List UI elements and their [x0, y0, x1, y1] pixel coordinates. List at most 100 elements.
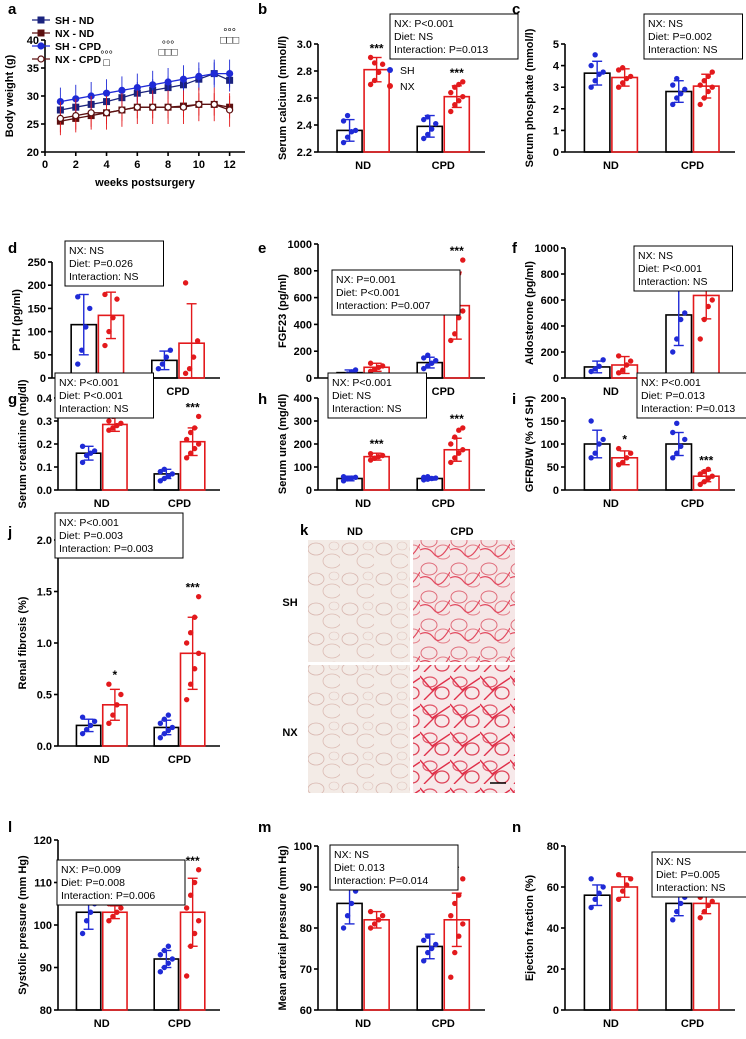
f-stats-box: [633, 245, 733, 292]
panel-h: h 0 100 200 300 400 Serum urea (mg/dl) ND *** CPD…: [258, 372, 485, 510]
l-stats-line: Diet: P=0.008: [61, 877, 125, 889]
n-stats-line: Diet: P=0.005: [656, 869, 720, 881]
d-point-sh: [167, 347, 174, 353]
d-stats-line: Diet: P=0.026: [69, 258, 133, 270]
a-point: [195, 100, 203, 109]
i-point-nx: [627, 450, 634, 456]
a-point: [149, 81, 157, 89]
j-ytick-label: 1.0: [37, 638, 52, 650]
f-point-nx: [697, 336, 703, 342]
h-point-nx: [448, 459, 454, 466]
l-point-nx: [191, 879, 198, 886]
m-point-sh: [433, 941, 439, 948]
f-point-nx: [619, 367, 626, 373]
i-point-nx: [705, 466, 711, 472]
l-point-nx: [114, 909, 120, 915]
c-point-nx: [619, 80, 626, 86]
n-point-sh: [596, 890, 602, 896]
e-point-nx: [371, 366, 378, 372]
f-point-sh: [670, 349, 676, 355]
n-category-label: CPD: [681, 1018, 704, 1030]
j-point-nx: [187, 681, 194, 687]
l-category-label: CPD: [168, 1018, 191, 1030]
h-point-sh: [352, 474, 359, 481]
a-point: [102, 109, 111, 117]
b-significance: ***: [370, 42, 384, 56]
j-point-sh: [169, 724, 176, 731]
m-point-sh: [340, 925, 347, 931]
i-point-nx: [615, 445, 622, 452]
a-ytick-label: 40: [27, 35, 39, 47]
h-stats-box: [327, 372, 427, 419]
j-point-sh: [161, 730, 168, 737]
g-point-nx: [118, 420, 124, 426]
e-ytick-label: 600: [294, 293, 312, 305]
h-category-label: ND: [355, 498, 371, 510]
a-annotation: °°°: [162, 39, 175, 51]
a-legend-label: SH - ND: [55, 15, 95, 27]
l-point-nx: [187, 943, 194, 949]
c-ytick-label: 0: [553, 147, 559, 159]
b-point-nx: [448, 108, 454, 115]
f-point-nx: [701, 316, 707, 323]
m-point-nx: [452, 900, 458, 907]
j-point-nx: [187, 630, 194, 636]
l-point-sh: [165, 960, 172, 966]
d-ytick-label: 100: [28, 327, 46, 339]
histology-sh-cpd: [413, 540, 515, 662]
n-stats-box: [651, 851, 746, 898]
b-ytick-label: 2.4: [297, 120, 313, 132]
c-point-sh: [592, 52, 598, 58]
j-point-nx: [195, 593, 202, 600]
b-legend-label: SH: [400, 65, 415, 77]
d-point-nx: [106, 328, 112, 335]
b-category-label: ND: [355, 160, 371, 172]
b-point-sh: [340, 139, 347, 146]
l-point-nx: [191, 930, 198, 937]
a-xtick-label: 8: [165, 159, 171, 171]
l-point-sh: [83, 918, 90, 924]
j-point-nx: [106, 681, 112, 687]
e-point-nx: [448, 337, 454, 344]
j-stats-line: Interaction: P=0.003: [59, 543, 153, 555]
b-point-sh: [433, 120, 439, 127]
f-point-nx: [705, 303, 711, 310]
c-y-axis-title: Serum phosphate (mmol/l): [524, 28, 536, 167]
b-ytick-label: 2.2: [297, 147, 312, 159]
j-ytick-label: 2.0: [37, 535, 52, 547]
m-stats-line: Interaction: P=0.014: [334, 875, 428, 887]
i-point-sh: [670, 455, 676, 461]
panel-g: g 0.0 0.1 0.2 0.3 0.4 Serum creatinine (mg/dl)…: [8, 372, 220, 510]
panel-label-j: j: [7, 524, 12, 541]
c-point-nx: [709, 84, 715, 90]
d-ytick-label: 0: [40, 373, 46, 385]
m-y-axis-title: Mean arterial pressure (mm Hg): [277, 845, 289, 1010]
l-point-nx: [183, 905, 190, 911]
i-point-nx: [697, 471, 703, 477]
a-legend-label: NX - ND: [55, 28, 95, 40]
i-point-nx: [615, 462, 622, 468]
panel-m: m 60 70 80 90 100 Mean arterial pressure (mm H…: [258, 819, 485, 1030]
a-y-axis-title: Body weight (g): [4, 54, 16, 137]
h-ytick-label: 200: [294, 439, 312, 451]
panel-label-c: c: [512, 1, 520, 18]
d-ytick-label: 150: [28, 303, 46, 315]
j-point-nx: [183, 696, 190, 703]
a-point: [164, 78, 172, 86]
i-point-sh: [596, 441, 602, 447]
m-ytick-label: 60: [300, 1005, 312, 1017]
m-point-nx: [375, 917, 382, 923]
j-point-nx: [195, 650, 202, 656]
g-point-sh: [165, 473, 172, 479]
g-point-sh: [161, 475, 168, 482]
panel-label-g: g: [8, 391, 17, 408]
a-legend-label: SH - CPD: [55, 41, 102, 53]
g-stats-line: Interaction: NS: [59, 403, 128, 415]
h-point-sh: [433, 475, 439, 481]
c-point-nx: [701, 95, 707, 101]
e-stats-line: Interaction: P=0.007: [336, 300, 430, 312]
b-stats-line: NX: P<0.001: [394, 18, 454, 30]
m-ytick-label: 100: [294, 841, 312, 853]
n-bar-sh: [583, 894, 611, 1011]
j-stats-box: [54, 512, 184, 559]
